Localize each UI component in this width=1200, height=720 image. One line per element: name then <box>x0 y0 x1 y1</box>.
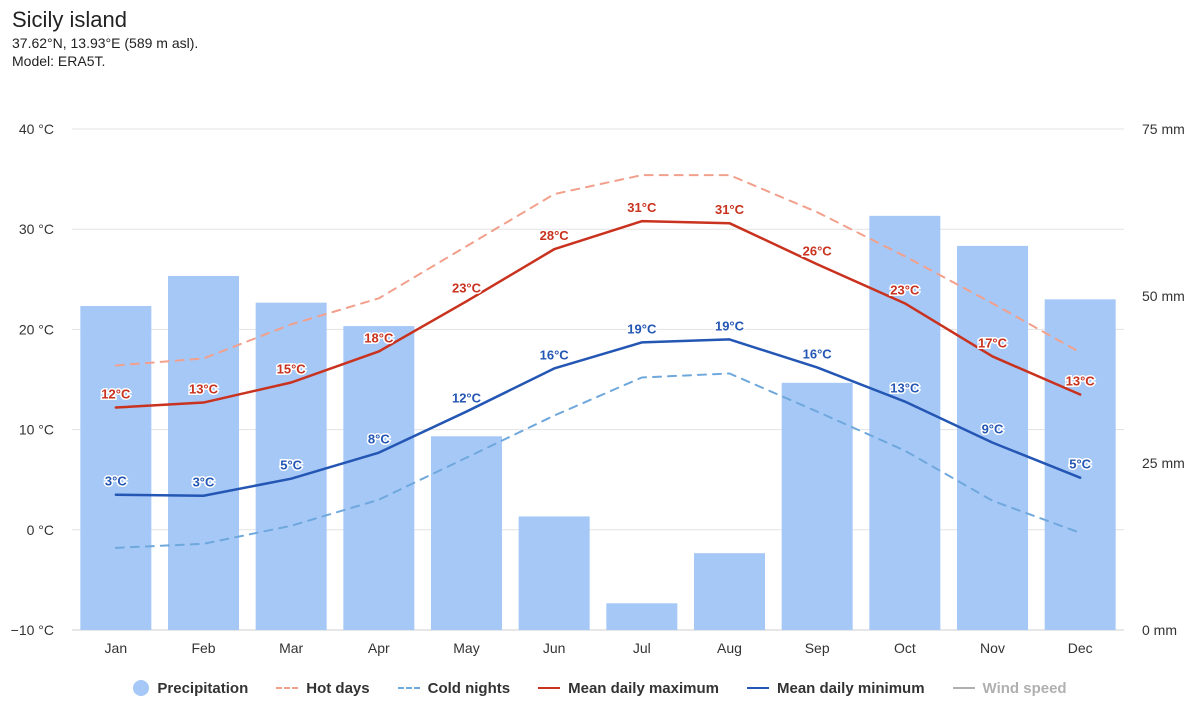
mean-min-line <box>114 338 1082 497</box>
legend-label-mean-min: Mean daily minimum <box>777 679 925 697</box>
precipitation-bar <box>80 306 152 630</box>
legend-label-mean-max: Mean daily maximum <box>568 679 719 697</box>
x-tick-label: Jul <box>633 640 651 656</box>
precipitation-bar <box>1044 299 1116 630</box>
max-temp-data-label: 28°C <box>540 228 570 243</box>
x-tick-label: Aug <box>717 640 742 656</box>
precipitation-bar <box>694 553 765 630</box>
min-temp-data-label: 19°C <box>715 318 745 333</box>
legend-item-mean-min[interactable]: Mean daily minimum <box>747 680 925 697</box>
precipitation-bar <box>606 603 678 630</box>
max-temp-data-label: 18°C <box>364 330 394 345</box>
line-icon <box>952 682 975 694</box>
min-temp-data-label: 3°C <box>193 475 215 490</box>
y-right-tick-label: 25 mm <box>1142 455 1185 471</box>
x-tick-label: Feb <box>191 640 215 656</box>
x-tick-label: Jan <box>105 640 128 656</box>
x-tick-label: Nov <box>980 640 1005 656</box>
y-right-tick-label: 75 mm <box>1142 121 1185 137</box>
min-temp-data-label: 9°C <box>982 422 1004 437</box>
y-left-tick-label: 10 °C <box>19 422 54 438</box>
location-coordinates: 37.62°N, 13.93°E (589 m asl). <box>12 35 199 51</box>
precipitation-bar <box>781 382 853 630</box>
precipitation-bar <box>431 436 502 630</box>
y-right-tick-label: 0 mm <box>1142 622 1177 638</box>
line-icon <box>747 682 769 694</box>
max-temp-data-label: 23°C <box>452 280 482 295</box>
legend-item-precipitation[interactable]: Precipitation <box>133 680 248 697</box>
x-tick-label: May <box>453 640 479 656</box>
chart-title: Sicily island <box>12 7 127 32</box>
min-temp-data-label: 5°C <box>280 458 302 473</box>
min-temp-data-label: 16°C <box>803 346 833 361</box>
legend-label-hot-days: Hot days <box>306 679 370 697</box>
legend-item-cold-nights[interactable]: Cold nights <box>397 679 511 697</box>
precipitation-bar <box>255 302 327 630</box>
legend-label-cold-nights: Cold nights <box>427 679 511 697</box>
max-temp-data-label: 31°C <box>627 200 657 215</box>
legend-item-hot-days[interactable]: Hot days <box>276 679 370 697</box>
min-temp-data-label: 3°C <box>105 474 127 489</box>
y-right-tick-label: 50 mm <box>1142 288 1185 304</box>
min-temp-data-label: 13°C <box>890 381 920 396</box>
y-left-tick-label: 0 °C <box>27 522 54 538</box>
chart-legend: Precipitation Hot days Cold nights Mean … <box>0 676 1200 700</box>
x-tick-label: Mar <box>279 640 303 656</box>
min-temp-data-label: 19°C <box>627 321 657 336</box>
max-temp-data-label: 12°C <box>101 387 131 402</box>
min-temp-data-label: 16°C <box>540 347 570 362</box>
model-label: Model: ERA5T. <box>12 53 106 69</box>
line-icon <box>538 682 561 694</box>
max-temp-data-label: 13°C <box>1066 374 1096 389</box>
mean-max-line <box>114 219 1082 409</box>
precipitation-bar <box>168 275 239 630</box>
x-tick-label: Oct <box>894 640 916 656</box>
precipitation-bar <box>869 215 941 630</box>
legend-label-precipitation: Precipitation <box>157 679 249 697</box>
chart-header: Sicily island 37.62°N, 13.93°E (589 m as… <box>12 6 198 70</box>
y-left-tick-label: 20 °C <box>19 321 54 337</box>
y-left-tick-label: 40 °C <box>19 121 54 137</box>
precipitation-bar <box>957 245 1028 630</box>
x-tick-label: Sep <box>805 640 830 656</box>
legend-item-wind-speed[interactable]: Wind speed <box>952 679 1067 697</box>
cold-nights-line <box>114 372 1082 549</box>
x-tick-label: Apr <box>368 640 390 656</box>
min-temp-data-label: 12°C <box>452 391 482 406</box>
precipitation-dot-icon <box>133 680 150 696</box>
x-tick-label: Dec <box>1068 640 1093 656</box>
max-temp-data-label: 13°C <box>189 382 219 397</box>
hot-days-line <box>114 174 1082 367</box>
max-temp-data-label: 17°C <box>978 335 1008 350</box>
dashed-line-icon <box>276 682 299 694</box>
dashed-line-icon <box>397 682 420 694</box>
precipitation-bar <box>518 516 590 630</box>
legend-item-mean-max[interactable]: Mean daily maximum <box>538 680 719 697</box>
min-temp-data-label: 8°C <box>368 432 390 447</box>
precipitation-bar <box>343 326 415 630</box>
max-temp-data-label: 26°C <box>803 243 833 258</box>
min-temp-data-label: 5°C <box>1069 457 1091 472</box>
max-temp-data-label: 15°C <box>277 362 307 377</box>
y-left-tick-label: 30 °C <box>19 221 54 237</box>
y-left-tick-label: −10 °C <box>11 622 54 638</box>
max-temp-data-label: 23°C <box>890 282 920 297</box>
x-tick-label: Jun <box>543 640 566 656</box>
max-temp-data-label: 31°C <box>715 202 745 217</box>
legend-label-wind-speed: Wind speed <box>982 679 1067 697</box>
